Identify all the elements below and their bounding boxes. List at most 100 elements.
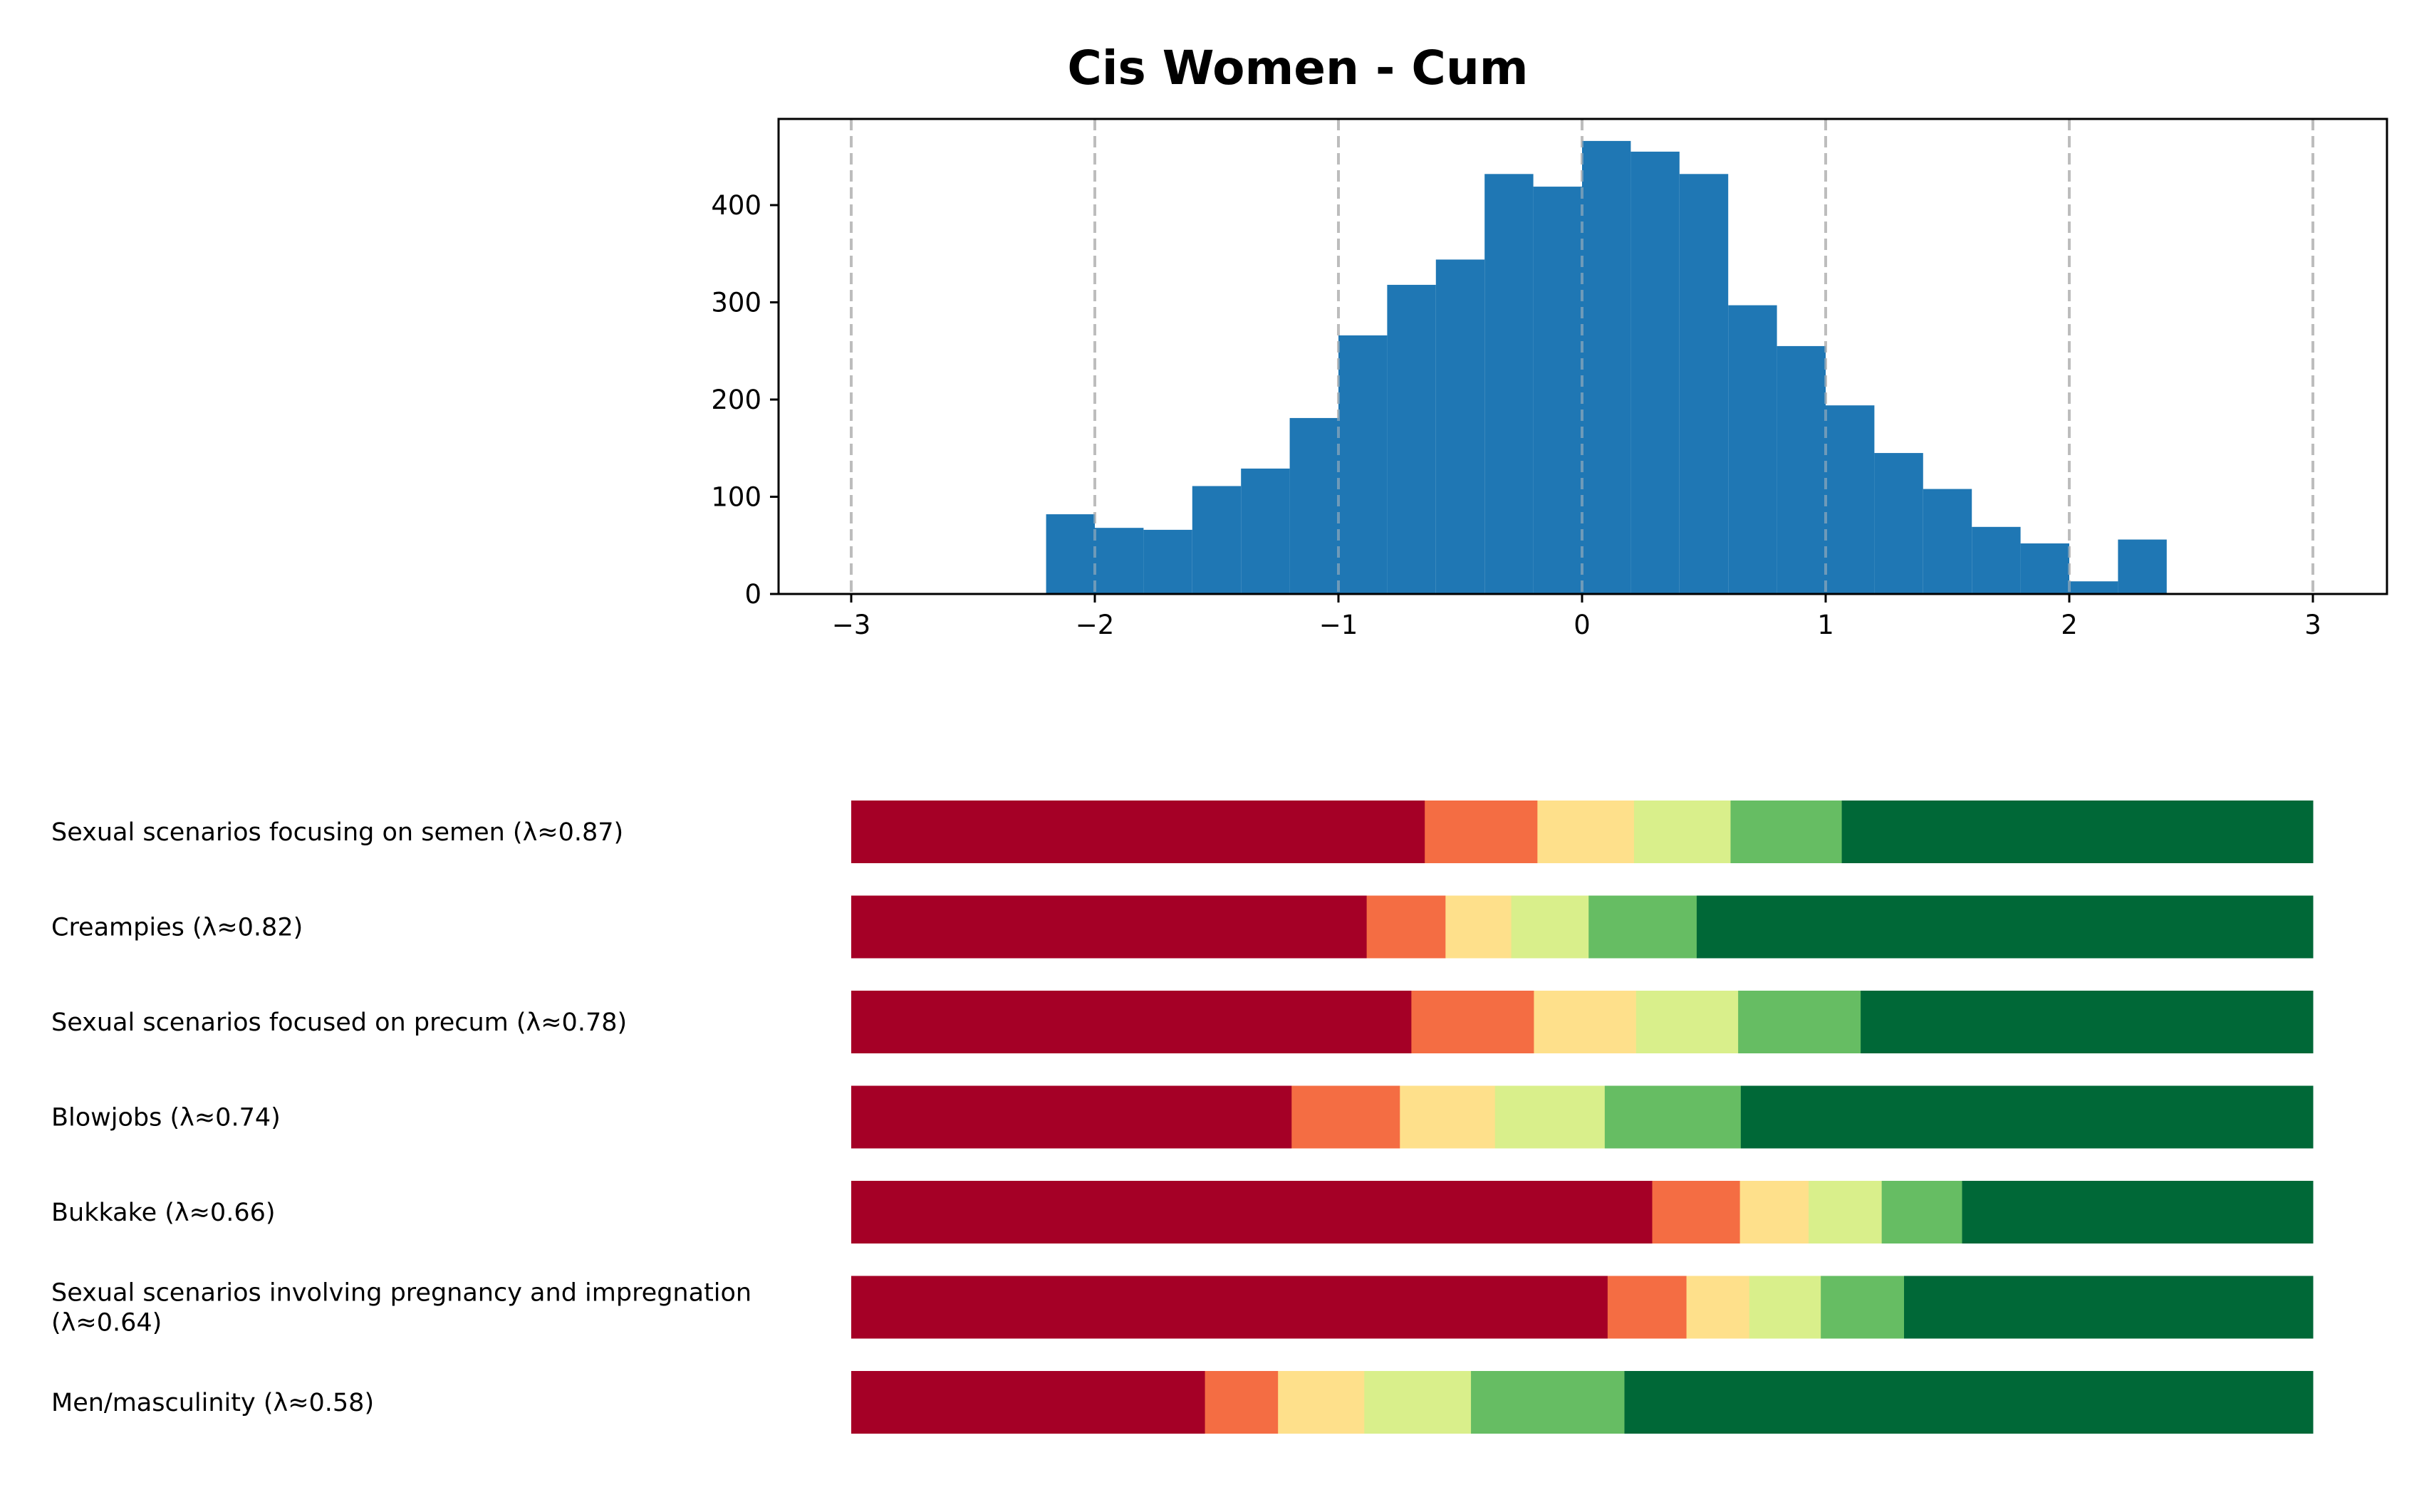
histogram-bar: [1095, 528, 1144, 594]
bar-segment-level-2: [1607, 1276, 1687, 1339]
bar-segment-level-4: [1635, 991, 1739, 1053]
histogram-bar: [1679, 174, 1729, 594]
bar-segment-level-3: [1537, 801, 1635, 863]
bar-segment-level-6: [1740, 1085, 2314, 1149]
y-tick-label: 400: [711, 190, 761, 221]
bar-segment-level-1: [851, 895, 1368, 959]
histogram-bar: [1046, 514, 1095, 594]
stacked-row: Men/masculinity (λ≈0.58): [51, 1371, 2314, 1434]
bar-segment-level-1: [851, 1181, 1653, 1244]
bar-segment-level-3: [1686, 1276, 1750, 1339]
histogram-bar: [1435, 259, 1485, 594]
row-label: Blowjobs (λ≈0.74): [51, 1104, 281, 1132]
stacked-row: Bukkake (λ≈0.66): [51, 1181, 2314, 1244]
bar-segment-level-2: [1366, 895, 1446, 959]
histogram-bar: [1338, 335, 1388, 594]
histogram-bar: [2020, 543, 2069, 594]
row-label-line: Sexual scenarios focused on precum (λ≈0.…: [51, 1008, 627, 1037]
histogram-bar: [1826, 405, 1875, 594]
row-label-line: Sexual scenarios involving pregnancy and…: [51, 1279, 751, 1308]
y-tick-label: 200: [711, 385, 761, 415]
bar-segment-level-4: [1809, 1181, 1883, 1244]
bar-segment-level-4: [1364, 1371, 1472, 1434]
bar-segment-level-2: [1425, 801, 1538, 863]
bar-segment-level-5: [1730, 801, 1843, 863]
bar-segment-level-1: [851, 1276, 1608, 1339]
histogram-bar: [1582, 140, 1631, 594]
histogram-bar: [1777, 345, 1826, 594]
row-label-line: Men/masculinity (λ≈0.58): [51, 1389, 374, 1417]
bar-segment-level-6: [1624, 1371, 2314, 1434]
histogram-bar: [1192, 486, 1242, 594]
row-label-line: Sexual scenarios focusing on semen (λ≈0.…: [51, 818, 623, 847]
histogram-bar: [2118, 539, 2167, 594]
histogram-bar: [1923, 489, 1972, 594]
histogram-bar: [1387, 284, 1436, 594]
bar-segment-level-6: [1962, 1181, 2314, 1244]
bar-segment-level-1: [851, 801, 1425, 863]
stacked-row: Sexual scenarios focused on precum (λ≈0.…: [51, 991, 2314, 1053]
bar-segment-level-3: [1534, 991, 1637, 1053]
row-label: Creampies (λ≈0.82): [51, 914, 303, 942]
row-label: Sexual scenarios focused on precum (λ≈0.…: [51, 1008, 627, 1037]
row-label-line: Bukkake (λ≈0.66): [51, 1199, 276, 1227]
bar-segment-level-5: [1588, 895, 1697, 959]
bar-segment-level-1: [851, 1085, 1292, 1149]
histogram-x-axis: −3 −2 −1 0 1 2 3: [832, 594, 2321, 640]
histogram-bar: [1874, 453, 1923, 594]
histogram-bar: [1241, 468, 1290, 594]
bar-segment-level-5: [1738, 991, 1861, 1053]
stacked-row: Creampies (λ≈0.82): [51, 895, 2314, 959]
bar-segment-level-4: [1749, 1276, 1821, 1339]
histogram-bars: [850, 119, 2314, 595]
x-tick-label: 2: [2061, 610, 2078, 640]
x-tick-label: −1: [1319, 610, 1358, 640]
x-tick-label: −2: [1076, 610, 1115, 640]
bar-segment-level-4: [1633, 801, 1731, 863]
bar-segment-level-6: [1904, 1276, 2314, 1339]
bar-segment-level-3: [1278, 1371, 1365, 1434]
stacked-bar-chart: Sexual scenarios focusing on semen (λ≈0.…: [51, 801, 2314, 1434]
row-label: Sexual scenarios focusing on semen (λ≈0.…: [51, 818, 623, 847]
row-label-line: Creampies (λ≈0.82): [51, 914, 303, 942]
histogram-bar: [1972, 526, 2021, 594]
bar-segment-level-2: [1652, 1181, 1741, 1244]
bar-segment-level-4: [1511, 895, 1589, 959]
y-tick-label: 0: [744, 579, 761, 610]
histogram-bar: [1630, 151, 1680, 595]
bar-segment-level-3: [1739, 1181, 1809, 1244]
row-label: Men/masculinity (λ≈0.58): [51, 1389, 374, 1417]
bar-segment-level-3: [1400, 1085, 1496, 1149]
row-label: Bukkake (λ≈0.66): [51, 1199, 276, 1227]
bar-segment-level-5: [1604, 1085, 1742, 1149]
x-tick-label: 0: [1574, 610, 1591, 640]
bar-segment-level-6: [1861, 991, 2314, 1053]
chart-title: Cis Women - Cum: [1067, 41, 1528, 95]
x-tick-label: 3: [2304, 610, 2321, 640]
y-tick-label: 100: [711, 482, 761, 513]
bar-segment-level-5: [1881, 1181, 1963, 1244]
bar-segment-level-5: [1821, 1276, 1905, 1339]
bar-segment-level-6: [1696, 895, 2314, 959]
row-label-line: Blowjobs (λ≈0.74): [51, 1104, 281, 1132]
y-tick-label: 300: [711, 288, 761, 318]
stacked-row: Sexual scenarios involving pregnancy and…: [51, 1276, 2314, 1339]
bar-segment-level-5: [1471, 1371, 1626, 1434]
histogram-y-axis: 0 100 200 300 400: [711, 190, 779, 610]
bar-segment-level-2: [1205, 1371, 1279, 1434]
bar-segment-level-4: [1494, 1085, 1606, 1149]
bar-segment-level-2: [1291, 1085, 1400, 1149]
x-tick-label: 1: [1817, 610, 1834, 640]
histogram-bar: [1728, 305, 1777, 594]
stacked-row: Sexual scenarios focusing on semen (λ≈0.…: [51, 801, 2314, 863]
x-tick-label: −3: [832, 610, 871, 640]
bar-segment-level-1: [851, 991, 1412, 1053]
row-label-line: (λ≈0.64): [51, 1309, 162, 1338]
bar-segment-level-1: [851, 1371, 1206, 1434]
histogram-bar: [2069, 581, 2118, 594]
histogram-bar: [1143, 529, 1192, 594]
stacked-row: Blowjobs (λ≈0.74): [51, 1085, 2314, 1149]
bar-segment-level-6: [1841, 801, 2314, 863]
histogram-bar: [1533, 187, 1582, 594]
